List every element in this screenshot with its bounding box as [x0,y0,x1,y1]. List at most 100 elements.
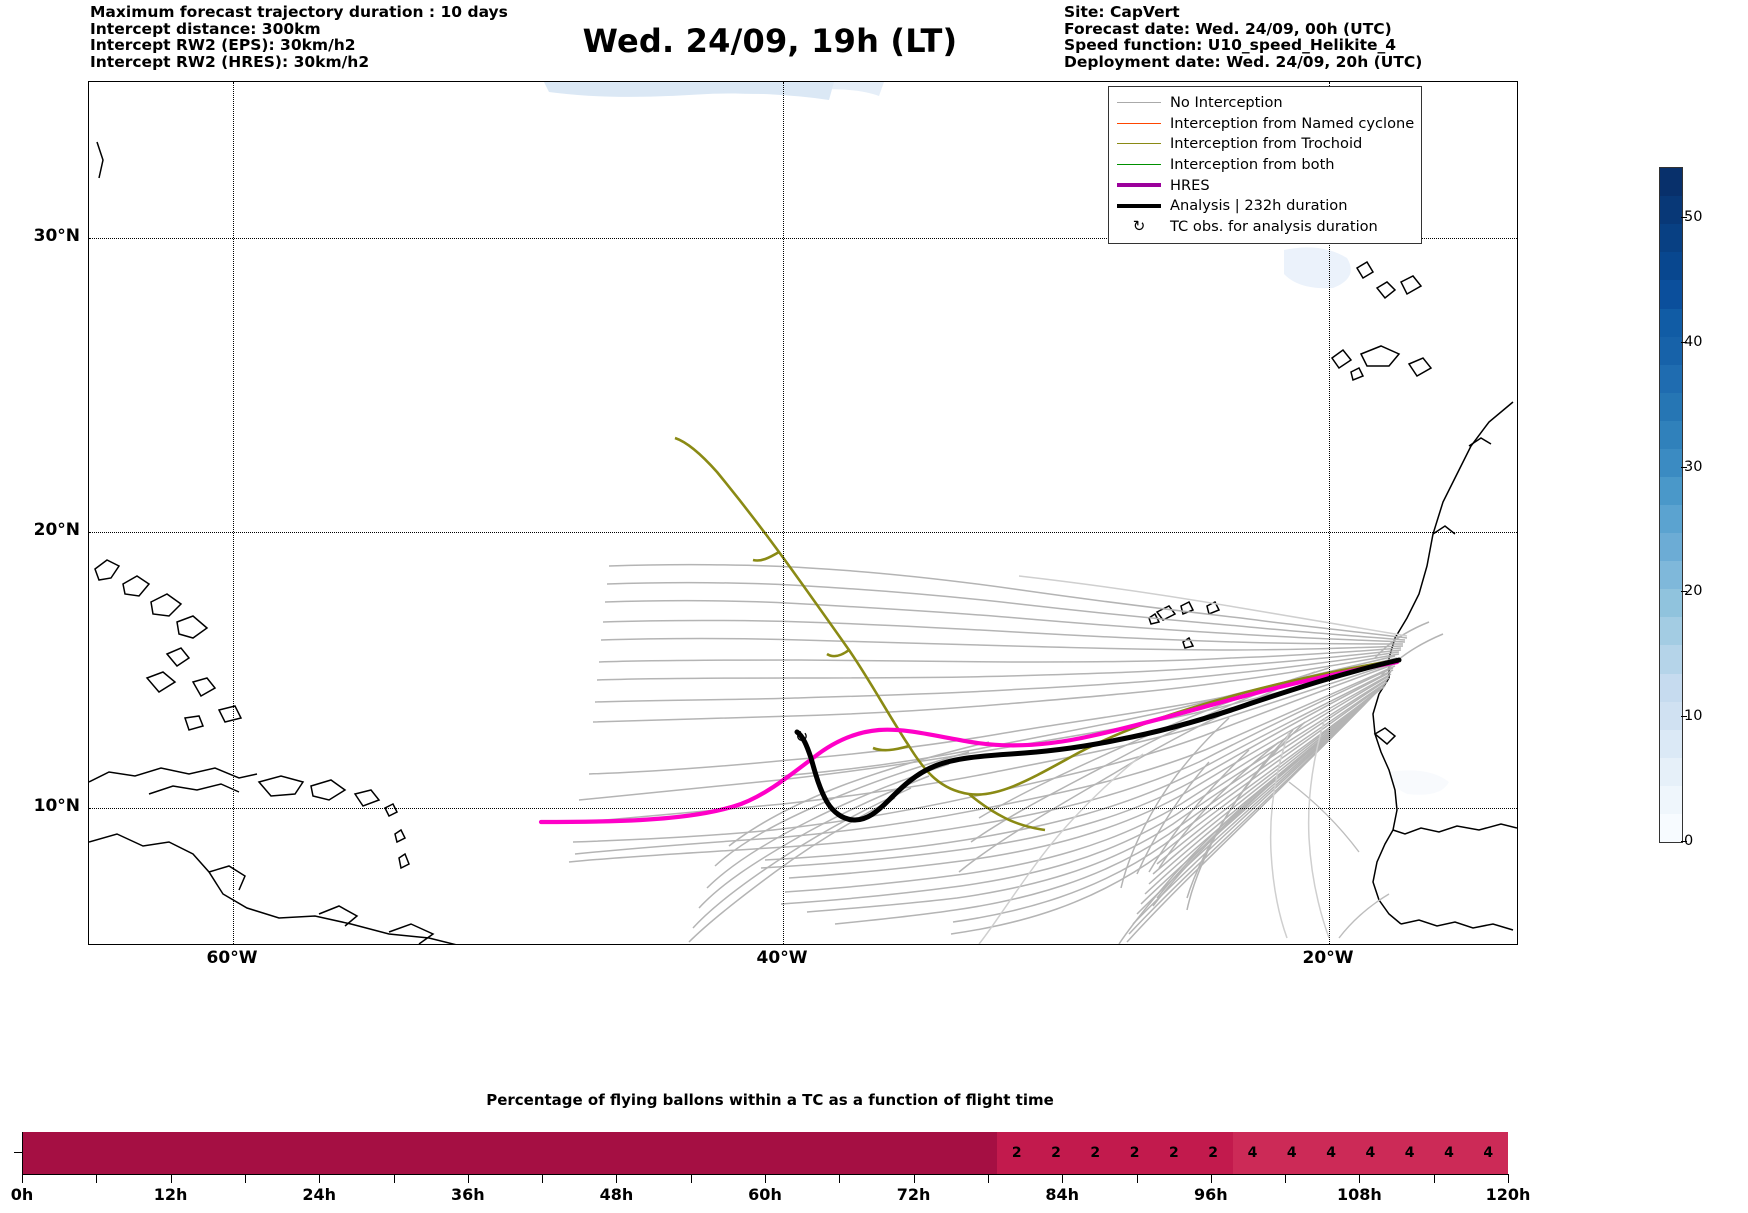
eps-density-shading [544,82,1449,795]
percentage-bar-segment[interactable] [701,1132,732,1174]
header-left-info: Maximum forecast trajectory duration : 1… [90,4,630,70]
colorbar-tick-mark [1681,341,1687,343]
percentage-bar-segment[interactable] [51,1132,82,1174]
percentage-bar-segment[interactable] [110,1132,141,1174]
legend-item-hres[interactable]: HRES [1117,175,1413,196]
percentage-bar-segment[interactable]: 2 [1114,1132,1155,1174]
percentage-bar-tick-label: 48h [599,1185,634,1204]
legend-item-analysis[interactable]: Analysis | 232h duration [1117,195,1413,216]
percentage-bar-segment[interactable] [672,1132,702,1174]
colorbar-step [1660,701,1682,730]
percentage-bar-tick-label: 108h [1336,1185,1382,1204]
trajectory-hres [538,659,1400,825]
colorbar-step [1660,785,1682,814]
percentage-bar-segment[interactable] [169,1132,200,1174]
header-speed-function: Speed function: U10_speed_Helikite_4 [1064,36,1397,55]
percentage-bar-segment[interactable] [287,1132,318,1174]
percentage-bar-segment[interactable] [583,1132,613,1174]
colorbar-step [1660,224,1682,253]
legend-swatch-trochoid [1117,143,1161,145]
legend-swatch-both [1117,163,1161,165]
colorbar-step [1660,476,1682,506]
percentage-bar-segment[interactable] [878,1132,909,1174]
percentage-bar-segment[interactable] [790,1132,820,1174]
legend-label: No Interception [1170,93,1283,111]
header-right-info: Site: CapVert Forecast date: Wed. 24/09,… [1064,4,1484,70]
percentage-bar-segment[interactable] [347,1132,377,1174]
percentage-bar-segment[interactable] [612,1132,643,1174]
percentage-bar-segment[interactable] [317,1132,348,1174]
percentage-bar-segment[interactable]: 4 [1232,1132,1273,1174]
percentage-bar-segment[interactable]: 4 [1311,1132,1351,1174]
colorbar-tick-label: 20 [1684,583,1703,600]
percentage-bar-segment[interactable] [849,1132,879,1174]
percentage-bar-segment[interactable] [760,1132,791,1174]
percentage-bar-segment[interactable] [199,1132,229,1174]
percentage-bar-segment[interactable] [22,1132,52,1174]
percentage-bar-tick-label: 96h [1193,1185,1228,1204]
y-tick-20n: 20°N [33,520,80,540]
percentage-bar-segment[interactable]: 2 [1075,1132,1115,1174]
percentage-bar-tick-label: 84h [1045,1185,1080,1204]
percentage-bar-segment[interactable]: 4 [1350,1132,1391,1174]
percentage-bar-segment[interactable] [937,1132,968,1174]
percentage-bar-tick-mark [393,1174,395,1183]
percentage-bar-segment[interactable]: 4 [1468,1132,1508,1174]
legend-label: Interception from both [1170,155,1335,173]
percentage-bar-segment[interactable] [406,1132,436,1174]
percentage-bar-segment[interactable] [435,1132,466,1174]
colorbar-step [1660,645,1682,674]
colorbar-tick-mark [1681,716,1687,718]
percentage-bar-segment[interactable] [81,1132,111,1174]
percentage-bar-segment[interactable] [494,1132,525,1174]
percentage-bar-segment[interactable] [908,1132,938,1174]
gridline-20n [89,532,1517,533]
percentage-bar-title: Percentage of flying ballons within a TC… [486,1091,1054,1109]
colorbar-step [1660,364,1682,393]
legend-item-named-cyclone[interactable]: Interception from Named cyclone [1117,113,1415,134]
header-forecast-date: Forecast date: Wed. 24/09, 00h (UTC) [1064,19,1392,38]
colorbar-tick-label: 10 [1684,708,1703,725]
header-deployment-date: Deployment date: Wed. 24/09, 20h (UTC) [1064,52,1423,71]
gridline-60w [233,82,234,944]
legend-item-trochoid[interactable]: Interception from Trochoid [1117,133,1413,154]
colorbar-tick-label: 30 [1684,458,1703,475]
legend-label: Interception from Named cyclone [1170,114,1415,132]
percentage-bar-tick-mark [839,1174,841,1183]
header-site: Site: CapVert [1064,3,1180,21]
map-legend: No Interception Interception from Named … [1108,86,1422,244]
colorbar-step [1660,673,1682,702]
colorbar-step [1660,729,1682,758]
colorbar-step [1660,561,1682,590]
x-tick-40w: 40°W [756,948,808,968]
percentage-bar-segment[interactable]: 2 [1154,1132,1194,1174]
percentage-bar-segment[interactable] [553,1132,584,1174]
legend-item-no-interception[interactable]: No Interception [1117,92,1413,113]
legend-item-tc-obs[interactable]: ↻ TC obs. for analysis duration [1117,216,1413,237]
percentage-bar-segment[interactable] [819,1132,850,1174]
percentage-bar-segment[interactable] [376,1132,407,1174]
legend-item-both[interactable]: Interception from both [1117,154,1413,175]
percentage-bar-segment[interactable]: 2 [1193,1132,1233,1174]
percentage-bar-segment[interactable] [465,1132,495,1174]
percentage-bar-segment[interactable]: 2 [1036,1132,1076,1174]
percentage-bar-segment[interactable]: 4 [1429,1132,1469,1174]
percentage-bar-segment[interactable]: 2 [997,1132,1037,1174]
header-left-line-2: Intercept distance: 300km [90,19,321,38]
percentage-bar-segment[interactable] [524,1132,554,1174]
percentage-bar-tick-mark [319,1174,321,1183]
percentage-bar-segment[interactable]: 4 [1390,1132,1430,1174]
colorbar-tick-label: 0 [1684,833,1694,849]
percentage-bar-segment[interactable] [140,1132,170,1174]
percentage-bar-segment[interactable] [731,1132,761,1174]
percentage-bar-segment[interactable] [967,1132,998,1174]
percentage-bar-segment[interactable] [642,1132,673,1174]
percentage-bar-segment[interactable]: 4 [1272,1132,1312,1174]
colorbar-step [1660,533,1682,562]
legend-swatch-hres [1117,183,1161,188]
percentage-bar-tick-mark [616,1174,618,1183]
colorbar-step [1660,196,1682,225]
percentage-bar-segment[interactable] [258,1132,288,1174]
percentage-bar-segment[interactable] [228,1132,259,1174]
